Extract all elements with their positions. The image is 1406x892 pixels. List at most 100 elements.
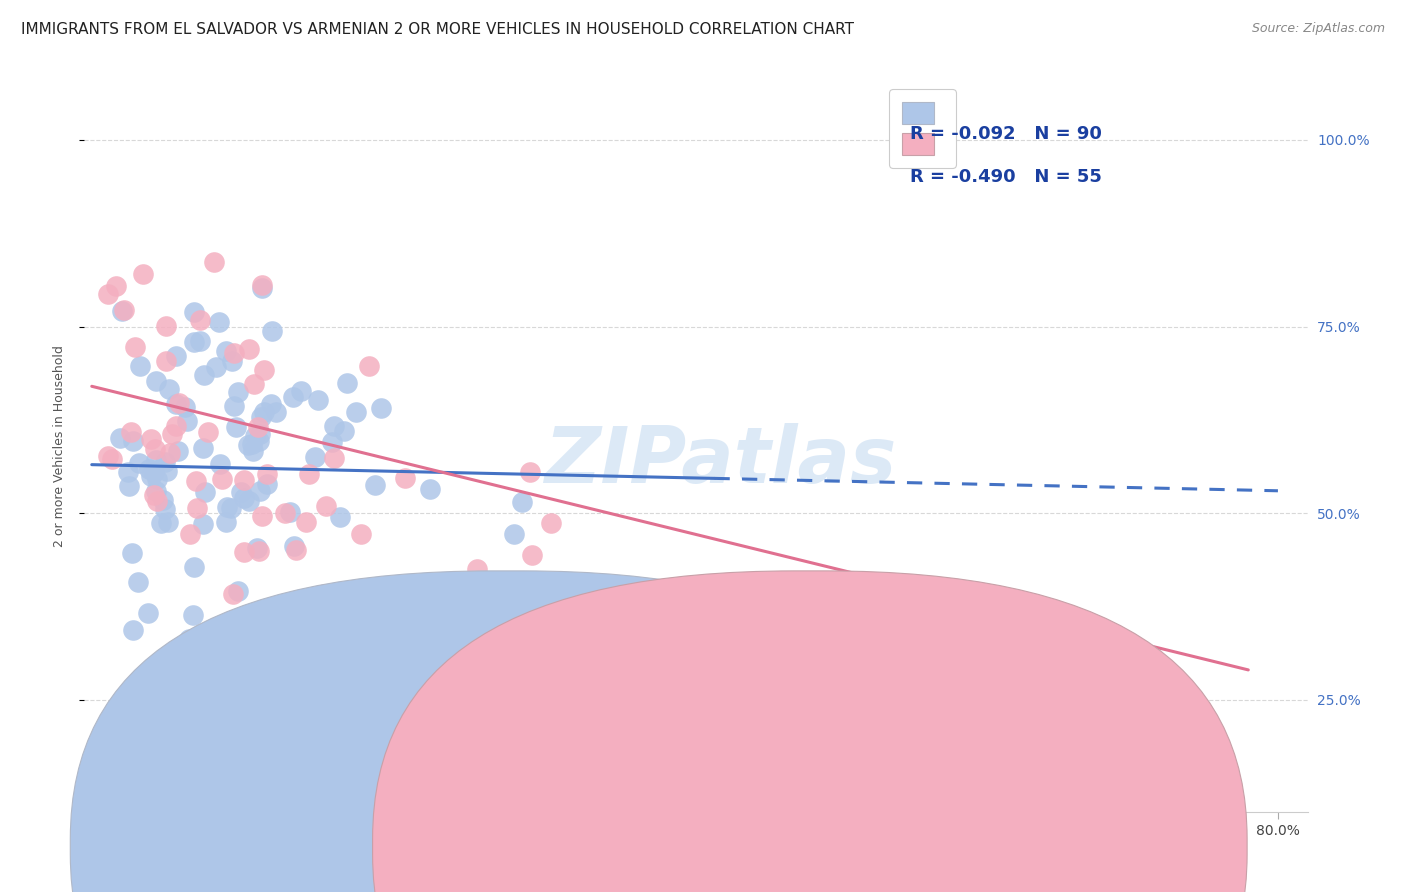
Point bbox=[221, 621, 243, 635]
Point bbox=[122, 434, 145, 449]
Point bbox=[131, 267, 153, 281]
Point bbox=[215, 343, 238, 358]
Point bbox=[250, 281, 273, 295]
Text: Immigrants from El Salvador: Immigrants from El Salvador bbox=[530, 839, 740, 854]
Point bbox=[350, 642, 373, 657]
Point bbox=[243, 429, 266, 443]
Point bbox=[111, 303, 134, 318]
Point bbox=[370, 401, 392, 416]
Point bbox=[186, 501, 208, 516]
Point bbox=[197, 425, 219, 439]
Point bbox=[246, 419, 269, 434]
Point bbox=[350, 527, 373, 541]
Point bbox=[128, 456, 150, 470]
Point bbox=[97, 286, 120, 301]
Point bbox=[273, 506, 295, 520]
Point bbox=[502, 527, 524, 541]
Point bbox=[281, 390, 304, 404]
Point bbox=[226, 584, 249, 599]
Point bbox=[138, 462, 160, 476]
Point bbox=[221, 353, 243, 368]
Point bbox=[242, 444, 264, 458]
Point bbox=[247, 434, 270, 448]
Text: R = -0.092   N = 90: R = -0.092 N = 90 bbox=[910, 125, 1102, 143]
Point bbox=[222, 346, 245, 360]
Point bbox=[188, 334, 211, 348]
Point bbox=[155, 464, 177, 478]
Point bbox=[155, 354, 177, 368]
Point bbox=[205, 359, 228, 374]
Point bbox=[256, 476, 278, 491]
Point bbox=[406, 591, 429, 605]
Point bbox=[240, 437, 263, 451]
Point bbox=[249, 426, 271, 441]
Point bbox=[256, 467, 278, 482]
Text: Armenians: Armenians bbox=[832, 839, 911, 854]
Point bbox=[145, 483, 167, 498]
Point bbox=[219, 501, 242, 516]
Point bbox=[183, 559, 205, 574]
Point bbox=[186, 474, 208, 488]
Point bbox=[155, 318, 177, 333]
Point bbox=[278, 505, 301, 519]
Point bbox=[627, 700, 650, 714]
Point bbox=[523, 574, 546, 588]
Point bbox=[238, 494, 260, 508]
Point bbox=[179, 527, 201, 541]
Point bbox=[128, 359, 150, 373]
Point bbox=[181, 608, 204, 623]
Point bbox=[250, 410, 273, 425]
Point bbox=[540, 516, 562, 530]
Point bbox=[165, 419, 187, 434]
Point bbox=[321, 434, 343, 449]
Point bbox=[122, 624, 145, 638]
Point bbox=[208, 315, 231, 329]
Point bbox=[233, 491, 256, 505]
Point bbox=[124, 340, 146, 354]
Point bbox=[141, 469, 163, 483]
Point bbox=[290, 384, 312, 398]
Point bbox=[153, 455, 176, 469]
Point bbox=[167, 443, 190, 458]
Point bbox=[152, 492, 174, 507]
Point bbox=[285, 542, 308, 557]
Point bbox=[233, 545, 256, 559]
Point bbox=[628, 609, 651, 624]
Point bbox=[252, 278, 274, 293]
Point bbox=[160, 427, 183, 442]
Point bbox=[357, 359, 380, 374]
Point bbox=[298, 467, 321, 481]
Point bbox=[141, 432, 163, 446]
Point bbox=[121, 546, 143, 560]
Point bbox=[250, 508, 273, 523]
Point bbox=[176, 414, 198, 428]
Point bbox=[215, 500, 238, 514]
Point bbox=[333, 424, 356, 438]
Point bbox=[215, 515, 238, 529]
Point bbox=[146, 471, 169, 485]
Point bbox=[101, 451, 124, 466]
Point bbox=[307, 392, 329, 407]
Point bbox=[169, 396, 191, 410]
Point bbox=[249, 483, 271, 498]
Point bbox=[262, 324, 284, 338]
Point bbox=[295, 516, 318, 530]
Point bbox=[193, 442, 215, 456]
Point bbox=[224, 400, 246, 414]
Point bbox=[173, 401, 195, 415]
Point bbox=[112, 303, 135, 318]
Point bbox=[519, 465, 541, 479]
Point bbox=[222, 586, 245, 600]
Point bbox=[233, 474, 256, 488]
Point bbox=[364, 477, 387, 491]
Point bbox=[177, 632, 200, 647]
Point bbox=[520, 549, 543, 563]
Point bbox=[344, 405, 367, 419]
Point bbox=[183, 334, 205, 349]
Point bbox=[304, 450, 326, 465]
Point bbox=[247, 544, 270, 558]
Point bbox=[145, 374, 167, 388]
Point bbox=[336, 376, 359, 390]
Point bbox=[465, 562, 488, 576]
Point bbox=[120, 425, 142, 439]
